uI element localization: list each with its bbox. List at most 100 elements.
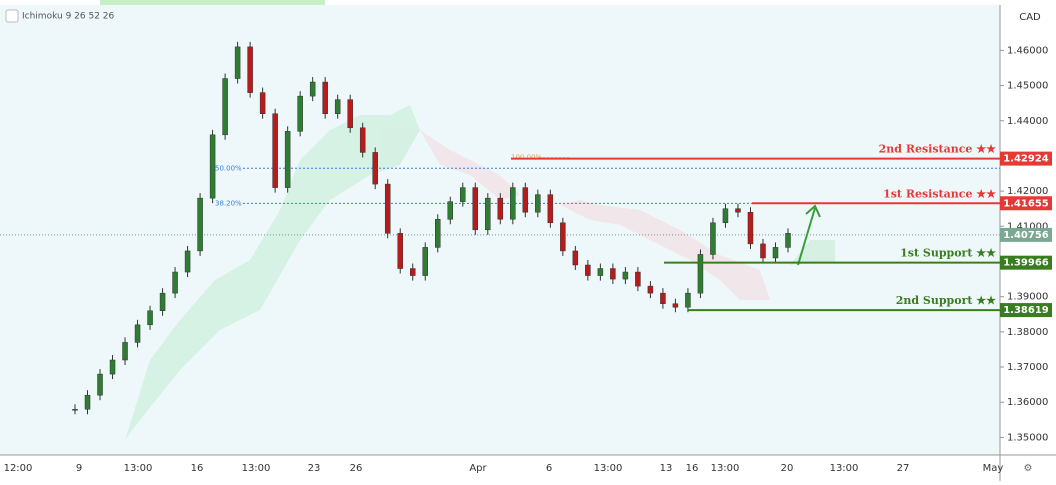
candle-body [359, 127, 366, 153]
ichimoku-cloud [125, 105, 835, 440]
candle-body [572, 250, 579, 266]
candle-body [585, 264, 591, 276]
price-badge-label: 1.38619 [1003, 305, 1049, 316]
time-tick-label: 13:00 [594, 463, 623, 474]
candle-body [197, 197, 203, 252]
time-tick-label: 16 [686, 463, 699, 474]
candle-body [772, 247, 779, 259]
price-tick-label: 1.38000 [1007, 327, 1048, 338]
candle-body [472, 187, 479, 231]
currency-label: CAD [1019, 12, 1041, 23]
time-tick-label: 6 [546, 463, 552, 474]
price-badge-label: 1.40756 [1003, 230, 1049, 241]
candle-body [84, 394, 91, 410]
candle-body [284, 131, 291, 188]
price-tick-label: 1.45000 [1007, 81, 1048, 92]
candle-body [510, 187, 516, 220]
candle-body [72, 409, 78, 411]
time-tick-label: 13:00 [711, 463, 740, 474]
highlight [100, 0, 325, 5]
candle-body [697, 254, 704, 294]
candle-body [397, 233, 403, 269]
price-badge-label: 1.39966 [1003, 258, 1049, 269]
candle-body [134, 324, 141, 343]
candle-body [222, 78, 228, 136]
level-name: 1st Resistance ★★ [883, 187, 996, 200]
indicator-label: Ichimoku 9 26 52 26 [22, 12, 115, 22]
candle-body [460, 187, 466, 202]
candle-body [710, 222, 716, 255]
candle-body [747, 211, 754, 245]
candle-body [272, 113, 278, 188]
price-tick-label: 1.35000 [1007, 432, 1048, 443]
candle-body [547, 194, 554, 224]
candle-body [172, 271, 178, 294]
candle-body [247, 46, 253, 93]
time-tick-label: May [983, 463, 1004, 474]
price-badge [1000, 255, 1052, 270]
candle-body [435, 219, 441, 248]
candle-body [560, 222, 566, 252]
candle-body [660, 292, 666, 304]
candle-body [234, 46, 241, 79]
time-tick-label: 12:00 [4, 463, 33, 474]
candle-body [209, 134, 216, 199]
time-tick-label: 13 [660, 463, 673, 474]
candle-body [647, 285, 654, 294]
candle-body [109, 359, 116, 375]
price-tick-label: 1.41000 [1007, 221, 1048, 232]
time-tick-label: 9 [76, 463, 82, 474]
time-tick-label: 13:00 [830, 463, 859, 474]
candle-body [309, 81, 316, 97]
time-tick-label: 26 [350, 463, 363, 474]
price-badge [1000, 227, 1052, 242]
candle-body [334, 99, 341, 114]
arrow [797, 207, 816, 266]
candle-body [622, 271, 629, 280]
time-tick-label: 27 [897, 463, 910, 474]
price-axis-bg [1000, 5, 1056, 481]
time-tick-label: 13:00 [242, 463, 271, 474]
candle-body [722, 208, 729, 224]
price-tick-label: 1.42000 [1007, 186, 1048, 197]
price-badge-label: 1.42924 [1003, 154, 1049, 165]
candle-body [522, 187, 529, 213]
candle-body [672, 303, 679, 308]
settings-icon[interactable]: ⚙ [1024, 463, 1033, 474]
price-badge [1000, 196, 1052, 211]
price-badge [1000, 303, 1052, 318]
candle-body [597, 268, 604, 276]
candle-body [322, 81, 328, 114]
candle-body [485, 197, 491, 231]
time-tick-label: Apr [469, 463, 487, 474]
fib-label: 38.20% [215, 199, 242, 207]
level-name: 2nd Resistance ★★ [879, 143, 996, 156]
price-tick-label: 1.46000 [1007, 45, 1048, 56]
price-tick-label: 1.36000 [1007, 397, 1048, 408]
candle-body [159, 292, 166, 311]
candle-body [184, 250, 191, 273]
price-badge [1000, 151, 1052, 166]
candle-body [735, 208, 741, 213]
candle-body [97, 373, 103, 396]
collapse-button[interactable] [5, 9, 19, 23]
time-tick-label: 23 [308, 463, 321, 474]
candle-body [497, 197, 504, 220]
candle-body [785, 233, 791, 248]
candle-body [384, 183, 391, 234]
candle-body [635, 271, 641, 287]
candle-body [409, 268, 416, 276]
level-name: 1st Support ★★ [900, 247, 996, 260]
candle-body [760, 243, 766, 259]
time-tick-label: 16 [191, 463, 204, 474]
candle-body [535, 194, 541, 213]
candle-body [610, 268, 616, 280]
price-tick-label: 1.39000 [1007, 292, 1048, 303]
candle-body [347, 99, 353, 129]
candle-body [372, 152, 378, 185]
candle-body [447, 201, 454, 220]
fib-label: 50.00% [215, 164, 242, 172]
candle-body [122, 342, 128, 361]
candle-body [147, 310, 153, 326]
